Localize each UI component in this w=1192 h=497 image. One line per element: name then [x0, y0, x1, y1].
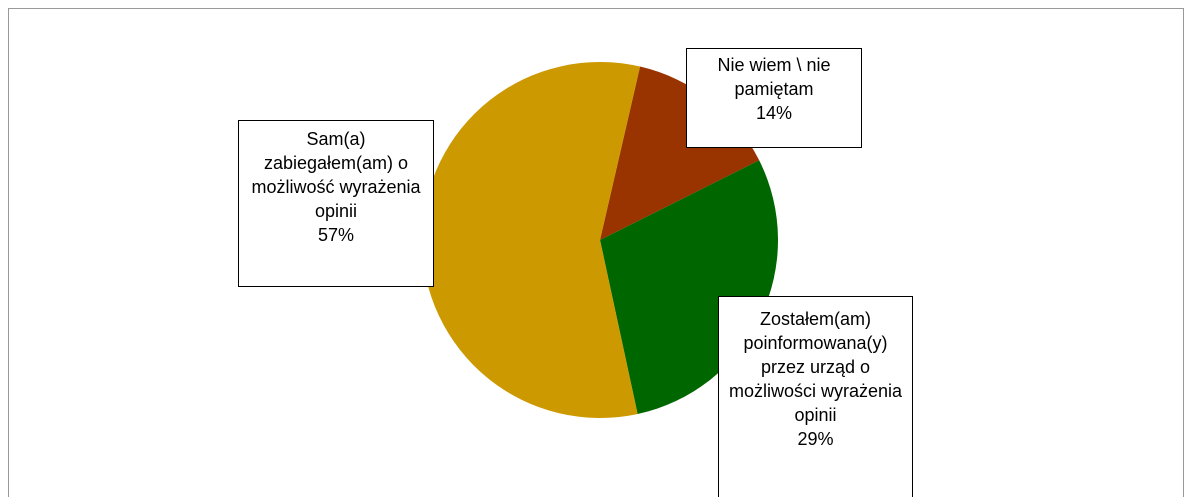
pie-slice [422, 62, 641, 418]
label-value: 14% [755, 103, 793, 123]
label-category: Zostałem(am) poinformowana(y) przez urzą… [728, 309, 903, 425]
label-category: Sam(a) zabiegałem(am) o możliwość wyraże… [251, 129, 421, 221]
data-label: Nie wiem \ nie pamiętam 14% [686, 48, 862, 148]
chart-border [8, 8, 1184, 497]
label-value: 29% [797, 429, 834, 449]
data-label: Zostałem(am) poinformowana(y) przez urzą… [718, 296, 913, 497]
data-label: Sam(a) zabiegałem(am) o możliwość wyraże… [238, 120, 434, 287]
label-category: Nie wiem \ nie pamiętam [717, 55, 831, 99]
label-value: 57% [317, 225, 355, 245]
